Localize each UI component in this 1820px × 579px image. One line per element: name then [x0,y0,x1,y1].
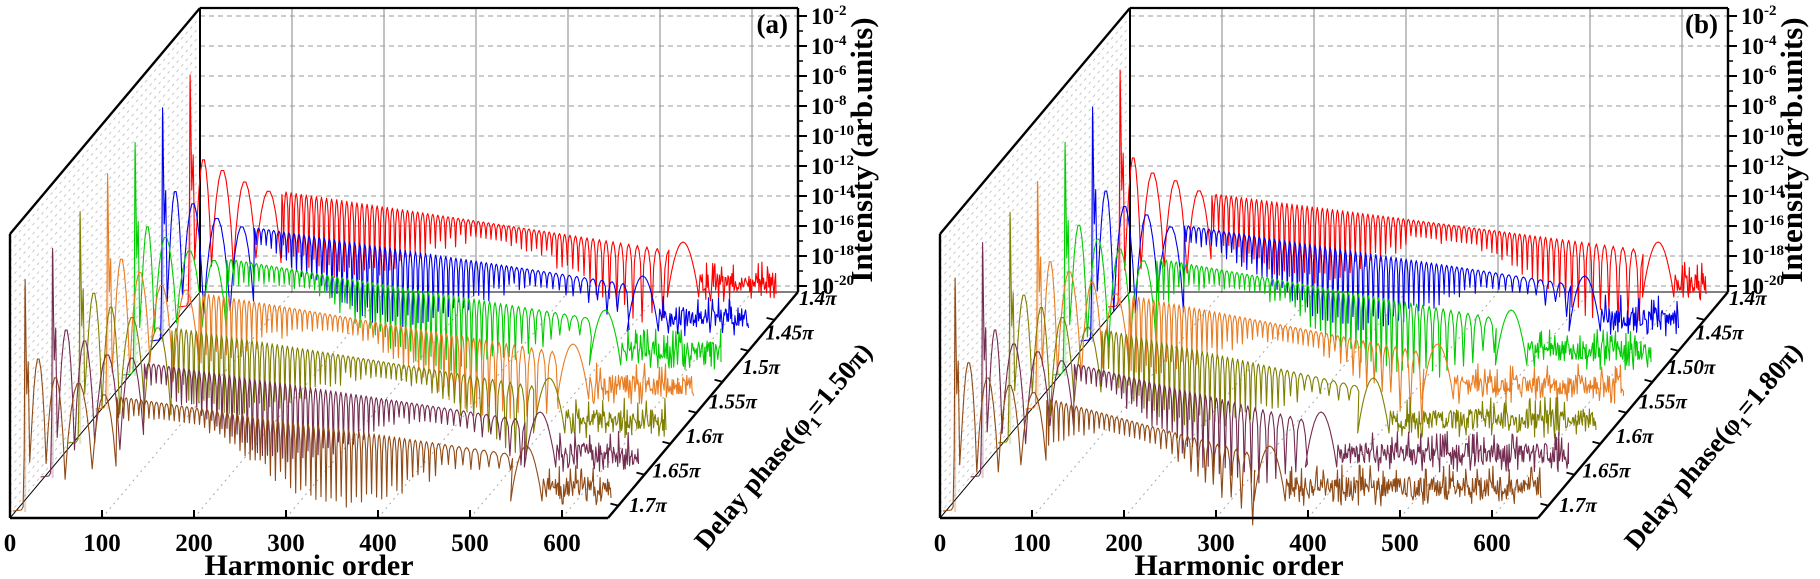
spectrum-curve-1.45π [1080,106,1680,342]
z-tick-label: 10-14 [811,183,854,209]
z-tick-label: 10-2 [1741,3,1777,29]
depth-tick-label: 1.4π [799,286,837,310]
spectrum-curve-1.4π [1107,69,1707,324]
axes-frame [8,6,798,519]
z-tick-label: 10-20 [811,273,854,299]
x-tick-label: 600 [543,530,581,557]
spectrum-curve-1.4π [177,74,777,323]
x-tick-label: 400 [1289,530,1327,557]
depth-tick-label: 1.7π [1559,493,1597,517]
spectrum-curve-1.7π [12,279,612,512]
z-tick-label: 10-12 [1741,153,1784,179]
panel-label-b: (b) [1685,9,1718,39]
spectrum-curve-1.7π [942,277,1542,526]
spectrum-curve-1.55π [1025,180,1625,425]
depth-tick-label: 1.4π [1729,286,1767,310]
x-tick-label: 500 [451,530,489,557]
depth-tick-label: 1.6π [686,424,724,448]
depth-axis-ticks: 1.4π 1.45π 1.5π 1.55π 1.6π 1.65π 1.7π [610,286,837,517]
depth-tick-label: 1.7π [629,493,667,517]
z-tick-label: 10-6 [811,63,847,89]
z-axis-title: Intensity (arb.units) [844,17,879,282]
spectrum-curve-1.65π [970,242,1570,484]
spectrum-curve-1.50π [1052,141,1652,378]
depth-tick-label: 1.6π [1616,424,1654,448]
z-axis-ticks: 10-2 10-4 10-6 10-8 10-10 10-12 10-14 10-16 10-1… [798,3,854,299]
panel-label-a: (a) [757,9,788,39]
x-axis-ticks: 0 100 200 300 400 500 600 [4,510,581,557]
x-tick-label: 300 [1197,530,1235,557]
depth-axis-ticks: 1.4π 1.45π 1.50π 1.55π 1.6π 1.65π 1.7π [1540,286,1767,517]
x-tick-label: 100 [83,530,121,557]
z-tick-label: 10-16 [1741,213,1784,239]
back-wall-grid [200,8,798,292]
z-axis-title: Intensity (arb.units) [1774,17,1809,282]
spectrum-curve-1.6π [997,211,1597,444]
x-tick-label: 300 [267,530,305,557]
x-tick-label: 100 [1013,530,1051,557]
x-tick-label: 500 [1381,530,1419,557]
z-tick-label: 10-2 [811,3,847,29]
z-tick-label: 10-12 [811,153,854,179]
spectrum-curve-1.6π [67,210,667,460]
z-tick-label: 10-4 [811,33,847,59]
depth-tick-label: 1.65π [1582,459,1631,483]
depth-tick-label: 1.55π [1639,390,1688,414]
spectra-curves [942,69,1707,526]
depth-tick-label: 1.45π [765,321,814,345]
z-tick-label: 10-14 [1741,183,1784,209]
spectra-curves [12,74,777,512]
axis-lines [10,8,800,520]
spectrum-curve-1.45π [150,107,750,342]
z-tick-label: 10-18 [811,243,854,269]
depth-tick-label: 1.45π [1695,321,1744,345]
z-tick-label: 10-10 [811,123,854,149]
z-tick-label: 10-20 [1741,273,1784,299]
z-tick-label: 10-4 [1741,33,1777,59]
x-axis-title: Harmonic order [1134,549,1343,579]
x-tick-label: 200 [1105,530,1143,557]
z-tick-label: 10-18 [1741,243,1784,269]
spectrum-curve-1.65π [40,247,640,478]
x-tick-label: 600 [1473,530,1511,557]
depth-tick-label: 1.50π [1667,355,1716,379]
axis-lines [940,8,1730,520]
z-tick-label: 10-8 [1741,93,1777,119]
depth-tick-label: 1.65π [652,459,701,483]
depth-tick-label: 1.5π [742,355,780,379]
z-tick-label: 10-16 [811,213,854,239]
x-tick-label: 400 [359,530,397,557]
x-tick-label: 200 [175,530,213,557]
depth-tick-label: 1.55π [709,390,758,414]
z-axis-ticks: 10-2 10-4 10-6 10-8 10-10 10-12 10-14 10-16 10-1… [1728,3,1784,299]
x-axis-title: Harmonic order [204,549,413,579]
x-tick-label: 0 [4,530,17,557]
x-axis-ticks: 0 100 200 300 400 500 600 [934,510,1511,557]
back-wall-grid [1130,8,1728,292]
z-tick-label: 10-6 [1741,63,1777,89]
spectrum-curve-1.55π [95,173,695,419]
left-wall-hatch [939,16,1131,514]
x-tick-label: 0 [934,530,947,557]
z-tick-label: 10-10 [1741,123,1784,149]
z-tick-label: 10-8 [811,93,847,119]
